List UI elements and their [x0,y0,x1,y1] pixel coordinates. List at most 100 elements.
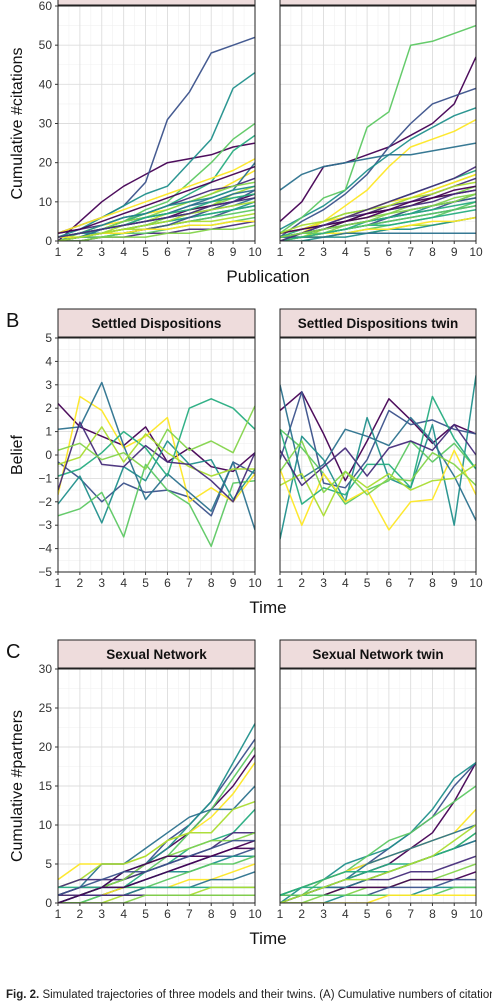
x-tick-label: 9 [451,576,458,590]
x-tick-label: 6 [386,576,393,590]
y-tick-label: −5 [38,565,52,579]
x-tick-label: 8 [208,576,215,590]
series-line [58,381,255,531]
y-axis-title: Belief [9,434,26,475]
panel-c-right: Sexual Network twin 1 2 3 4 5 6 7 8 9 10 [277,639,483,921]
series-group [280,375,476,540]
series-line [280,391,476,482]
series-line [280,56,476,222]
x-tick-label: 3 [320,576,327,590]
x-tick-label: 1 [277,907,284,921]
series-line [280,216,476,241]
x-tick-label: 10 [248,576,262,590]
panel-border [279,668,477,904]
x-tick-label: 5 [142,576,149,590]
x-tick-label: 8 [429,907,436,921]
x-tick-label: 4 [120,245,127,259]
x-tick-label: 2 [298,576,305,590]
series-line [58,421,255,503]
x-axis-title-b: Time [249,598,286,617]
x-tick-label: 10 [469,245,483,259]
x-tick-label: 9 [451,907,458,921]
x-tick-label: 10 [248,245,262,259]
series-line [280,185,476,234]
series-line [58,398,255,477]
series-group [58,381,255,548]
series-line [280,428,476,505]
x-tick-label: 8 [208,907,215,921]
y-axis-title: Cumulative #partners [9,710,26,862]
facet-strip [279,308,477,338]
series-line [280,165,476,241]
series-line [58,894,255,903]
facet-strip [279,639,477,669]
series-line [280,193,476,238]
x-tick-label: 9 [230,907,237,921]
y-tick-label: −2 [38,495,52,509]
x-tick-label: 10 [248,907,262,921]
x-tick-label: 9 [451,245,458,259]
facet-title: Sexual Network twin [312,647,443,662]
x-tick-label: 5 [364,907,371,921]
panel-a-right: 1 2 3 4 5 6 7 8 9 10 [277,0,483,259]
series-line [58,800,255,889]
x-tick-label: 6 [386,245,393,259]
x-tick-label: 4 [342,907,349,921]
series-line [280,463,476,517]
y-tick-label: 4 [45,354,52,368]
y-tick-label: 1 [45,425,52,439]
series-line [58,461,255,517]
x-tick-label: 7 [407,907,414,921]
x-tick-label: 6 [164,245,171,259]
y-tick-label: 0 [45,448,52,462]
x-tick-label: 3 [320,907,327,921]
x-axis-title-c: Time [249,929,286,948]
y-axis-title: Cumulative #citations [9,47,26,199]
x-tick-label: 1 [55,907,62,921]
x-tick-label: 4 [342,576,349,590]
series-line [280,423,476,487]
y-tick-label: −1 [38,471,52,485]
x-tick-label: 5 [142,245,149,259]
series-group [58,36,255,241]
y-tick-label: 3 [45,378,52,392]
x-tick-label: 3 [98,907,105,921]
x-tick-label: 3 [320,245,327,259]
x-tick-label: 9 [230,245,237,259]
series-line [280,886,476,896]
series-line [280,824,476,903]
x-tick-label: 2 [77,907,84,921]
series-line [280,440,476,496]
x-tick-label: 4 [342,245,349,259]
facet-title: Settled Dispositions twin [298,316,459,331]
x-tick-label: 1 [277,576,284,590]
panel-border [279,337,477,573]
series-line [58,463,255,548]
y-tick-label: 5 [45,331,52,345]
x-tick-label: 10 [469,907,483,921]
series-line [58,71,255,238]
series-line [58,201,255,241]
y-tick-label: 20 [39,740,53,754]
facet-strip [57,639,256,669]
x-tick-label: 8 [429,245,436,259]
panel-letter: B [6,310,19,332]
x-tick-label: 7 [186,576,193,590]
x-tick-label: 4 [120,576,127,590]
series-line [280,201,476,241]
y-tick-label: 0 [45,896,52,910]
x-tick-label: 1 [55,576,62,590]
series-line [58,165,255,234]
y-tick-label: 20 [39,156,53,170]
series-line [58,185,255,238]
y-tick-label: 0 [45,234,52,248]
x-tick-label: 7 [407,245,414,259]
y-tick-label: −3 [38,518,52,532]
x-tick-label: 7 [407,576,414,590]
x-tick-label: 10 [469,576,483,590]
series-line [280,449,476,531]
facet-strip [57,0,256,6]
